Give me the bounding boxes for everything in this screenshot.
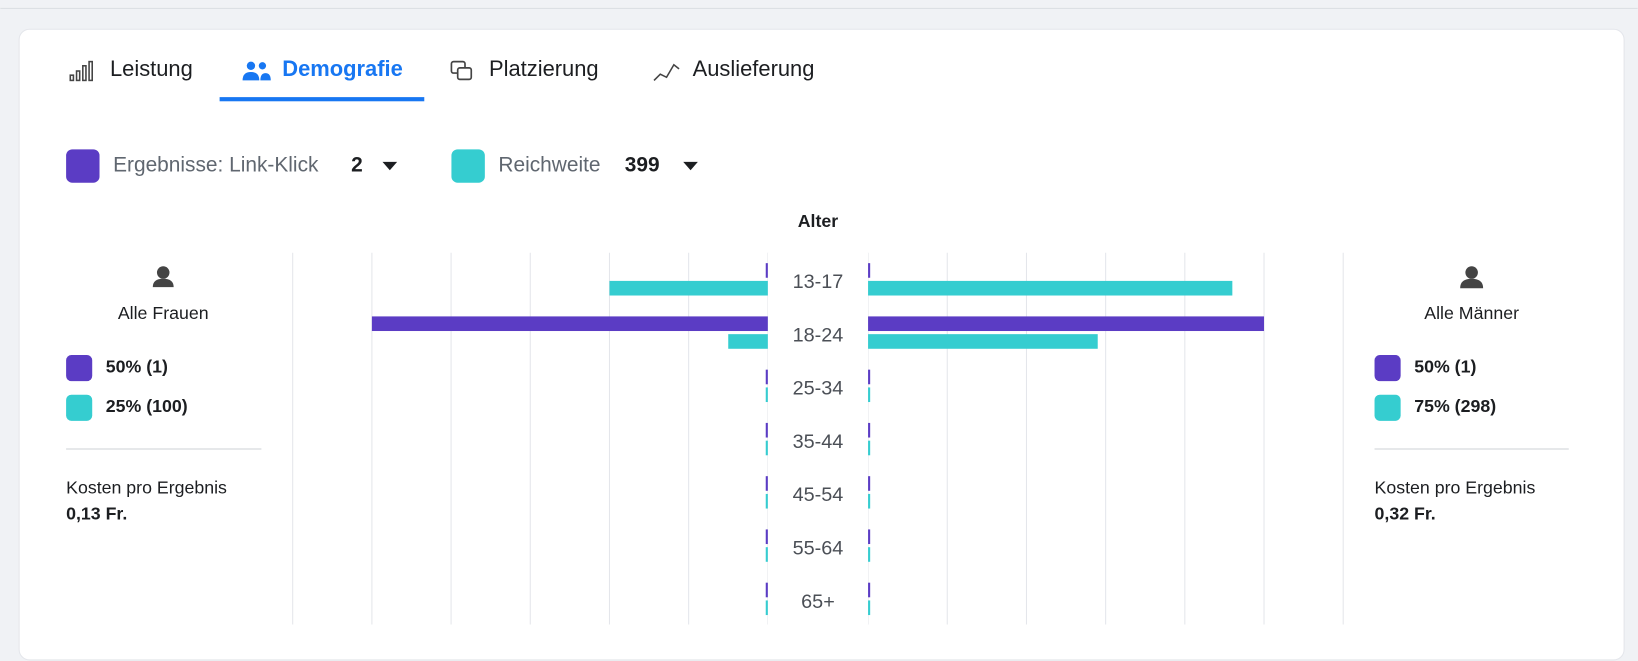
plot: 13-17 18-24 25-34 35-44 45-54 55-64 65+	[292, 252, 1344, 625]
panel-label: Alle Männer	[1424, 303, 1519, 323]
bar-men	[868, 422, 871, 438]
tab-label: Auslieferung	[693, 56, 815, 81]
bar-women	[765, 493, 768, 509]
category-label: 35-44	[793, 431, 844, 453]
category-label: 55-64	[793, 538, 844, 560]
icon	[653, 63, 680, 81]
icon	[242, 61, 271, 81]
dropdown-caret	[683, 161, 698, 171]
active-underline	[219, 97, 425, 102]
men-icon	[1460, 266, 1484, 289]
bar-women	[765, 476, 768, 491]
panel-label: Alle Frauen	[118, 303, 209, 323]
cost-label: Kosten pro Ergebnis	[1375, 477, 1536, 497]
legend-total: 399	[625, 154, 660, 177]
swatch	[66, 355, 93, 382]
results-share: 50% (1)	[1414, 356, 1476, 376]
legend-swatch	[66, 149, 100, 183]
bar-men	[868, 280, 1233, 296]
bar-women	[765, 582, 768, 598]
tab-label: Demografie	[282, 56, 403, 81]
bar-women	[371, 316, 768, 332]
bar-women	[765, 369, 768, 385]
category-label: 45-54	[793, 484, 844, 506]
legend-label: Reichweite	[498, 154, 600, 177]
tab-label: Leistung	[110, 56, 193, 81]
cost-value: 0,13 Fr.	[66, 503, 127, 523]
category-label: 18-24	[793, 324, 844, 346]
cost-value: 0,32 Fr.	[1375, 503, 1436, 523]
bar-men	[868, 334, 1098, 349]
icon	[69, 60, 93, 82]
chart-title: Alter	[798, 211, 839, 231]
bar-men	[868, 316, 1265, 332]
legend-swatch	[451, 149, 485, 183]
tab-leistung[interactable]: Leistung	[69, 56, 193, 82]
swatch	[66, 394, 93, 421]
cost-label: Kosten pro Ergebnis	[66, 477, 227, 497]
tab-platzierung[interactable]: Platzierung	[450, 56, 599, 81]
bar-women	[765, 422, 768, 438]
bar-men	[868, 387, 871, 403]
men-panel: Alle Männer 50% (1) 75% (298) Kosten pro…	[1374, 266, 1569, 523]
legend-label: Ergebnisse: Link-Klick	[113, 154, 319, 177]
bar-women	[765, 263, 768, 278]
legend-results[interactable]: Ergebnisse: Link-Klick 2	[66, 149, 398, 183]
tab-label: Platzierung	[489, 56, 599, 81]
bar-men	[868, 600, 871, 616]
category-label: 25-34	[793, 378, 844, 400]
bar-women	[765, 440, 768, 456]
legend-reach[interactable]: Reichweite 399	[451, 149, 698, 183]
bar-men	[868, 476, 871, 491]
tab-demografie[interactable]: Demografie	[219, 56, 425, 102]
results-share: 50% (1)	[106, 356, 168, 376]
category-label: 65+	[801, 591, 835, 613]
bar-women	[765, 547, 768, 562]
bar-men	[868, 369, 871, 385]
bar-women	[609, 280, 768, 296]
bar-men	[868, 493, 871, 509]
category-label: 13-17	[793, 271, 844, 293]
bar-women	[765, 600, 768, 616]
bar-women	[765, 387, 768, 403]
bar-men	[868, 263, 871, 278]
dropdown-caret	[382, 161, 398, 171]
bar-women	[765, 529, 768, 545]
bar-men	[868, 440, 871, 456]
women-icon	[152, 266, 174, 288]
tab-auslieferung[interactable]: Auslieferung	[653, 56, 815, 81]
reach-share: 25% (100)	[106, 396, 188, 416]
bar-men	[868, 529, 871, 545]
center-band	[767, 252, 869, 625]
women-panel: Alle Frauen 50% (1) 25% (100) Kosten pro…	[66, 266, 262, 523]
bar-men	[868, 547, 871, 562]
bar-men	[868, 582, 871, 598]
legend-total: 2	[351, 154, 363, 177]
reach-share: 75% (298)	[1414, 396, 1496, 416]
icon	[450, 60, 473, 81]
swatch	[1374, 394, 1401, 421]
swatch	[1374, 355, 1401, 382]
bar-women	[728, 334, 768, 349]
